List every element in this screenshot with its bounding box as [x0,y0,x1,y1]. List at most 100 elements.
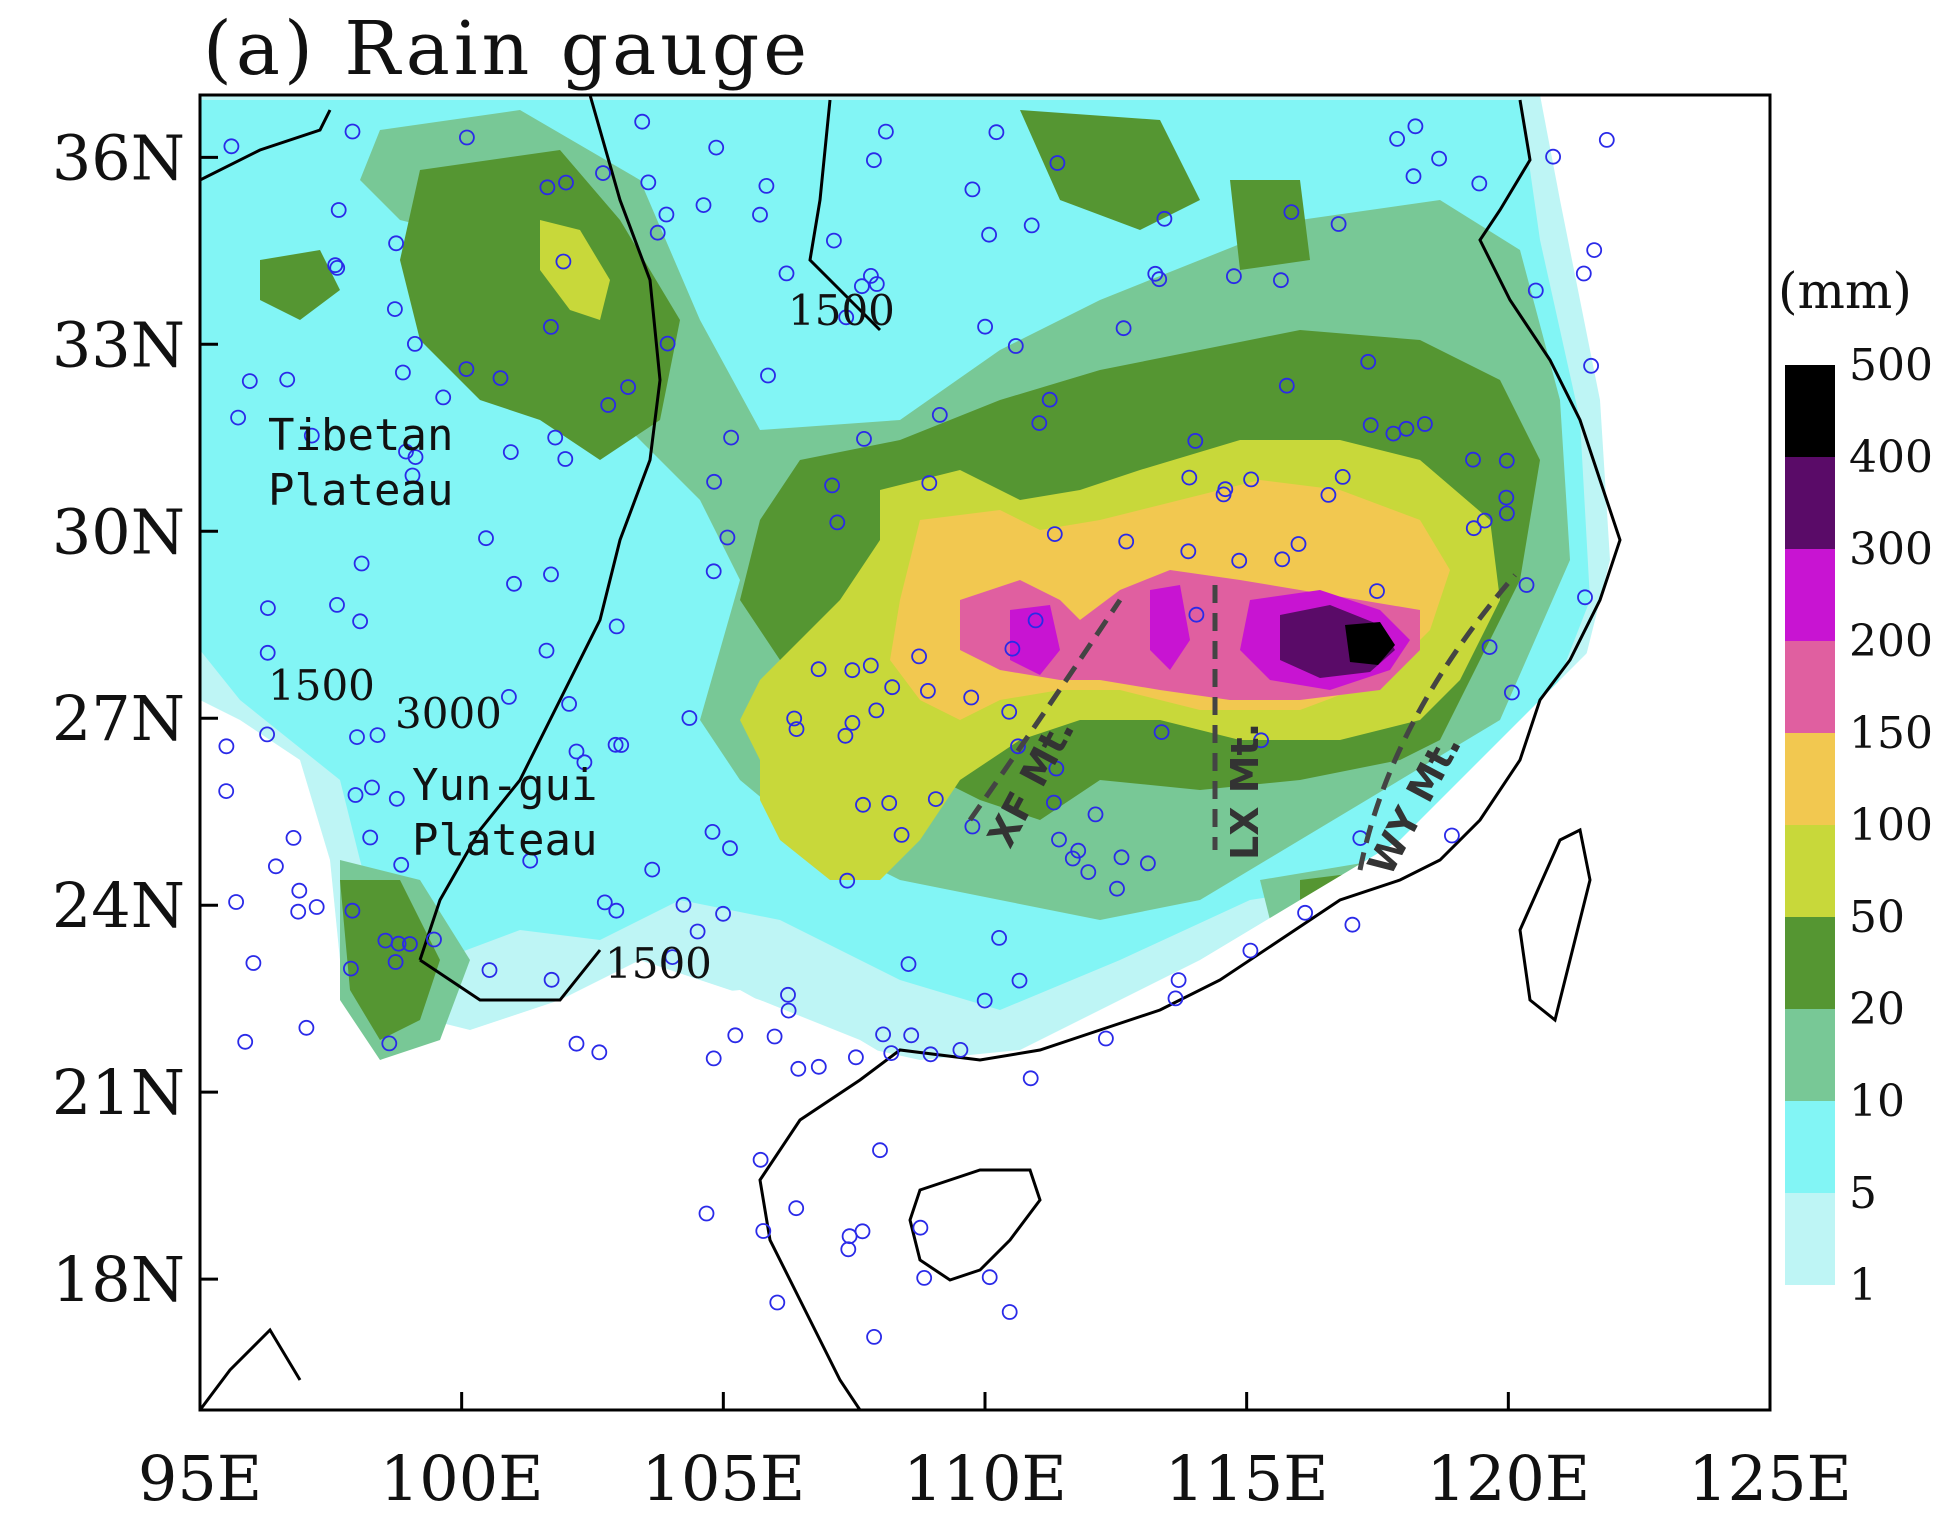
station-marker [557,451,574,467]
colorbar-level-label: 10 [1849,1076,1905,1127]
y-tick-label: 36N [52,121,185,194]
station-marker [543,318,559,335]
station-marker [1278,377,1295,394]
station-marker [1575,265,1592,282]
station-marker [230,409,247,426]
station-marker [722,840,738,857]
x-axis: 95E 100E 105E 110E 115E 120E 125E [138,1392,1852,1515]
y-tick-label: 21N [52,1056,185,1129]
colorbar: 500 400 300 200 150 100 50 20 10 5 1 [1785,340,1933,1311]
colorbar-level-label: 50 [1849,892,1905,943]
station-marker [308,899,325,915]
station-marker [1027,612,1044,629]
station-marker [844,715,861,731]
station-marker [758,177,775,194]
colorbar-level-label: 400 [1849,432,1933,483]
station-marker [1046,794,1062,811]
station-marker [766,1028,783,1045]
station-marker [866,1329,882,1345]
station-marker [1031,415,1048,432]
station-marker [1465,451,1481,468]
station-marker [1389,130,1405,147]
colorbar-swatch [1785,917,1835,1009]
station-marker [829,514,846,531]
station-marker [991,930,1007,946]
station-marker [780,986,796,1003]
station-marker [596,894,613,911]
station-marker [976,992,993,1009]
y-axis: 36N 33N 30N 27N 24N 21N 18N [52,121,218,1316]
station-marker [883,1045,900,1061]
station-marker [1498,489,1515,506]
station-marker [1398,420,1415,437]
station-marker [658,206,675,223]
station-marker [259,644,276,661]
station-marker [218,738,235,755]
station-marker [1471,175,1488,192]
x-tick-label: 125E [1688,1442,1852,1515]
station-marker [342,960,359,977]
station-marker [394,364,411,381]
y-tick-label: 33N [52,308,185,381]
station-marker [330,202,347,218]
station-marker [387,954,404,970]
station-marker [223,138,240,155]
station-marker [1330,216,1347,232]
wy-ridge-line [1357,573,1517,871]
colorbar-swatch [1785,825,1835,917]
x-tick-label: 115E [1165,1442,1329,1515]
station-marker [543,566,559,583]
station-marker [298,1019,315,1036]
station-marker [1598,131,1615,148]
station-marker [644,861,661,878]
station-marker [1087,806,1104,823]
station-marker [911,648,927,665]
station-marker [303,427,320,444]
station-marker [1023,217,1040,234]
station-marker [1274,551,1291,568]
station-marker [237,1033,254,1050]
station-marker [568,743,585,760]
station-marker [458,361,475,378]
station-marker [1504,684,1520,701]
station-marker [1080,864,1097,880]
station-marker [786,710,803,727]
station-marker [1407,118,1424,135]
station-marker [1180,543,1197,560]
station-marker [881,795,898,811]
yungui-label-2: Plateau [412,815,597,866]
hainan-island [908,1168,1042,1282]
station-marker [752,206,768,223]
station-marker [404,467,421,484]
station-marker [492,370,509,387]
station-marker [866,152,882,169]
station-marker [522,852,539,869]
station-marker [1049,155,1066,171]
station-marker [1518,577,1535,593]
colorbar-swatch [1785,365,1835,457]
station-marker [1010,738,1026,755]
station-marker [538,642,555,659]
lx-mt-label: LX Mt. [1223,723,1267,860]
station-marker [329,259,346,276]
station-marker [855,796,871,813]
station-marker [386,301,403,318]
sw-landmass [200,1327,302,1410]
station-marker [347,787,364,803]
station-marker [1369,583,1385,599]
topo-3000 [200,109,332,182]
station-marker [388,235,405,252]
station-marker [613,737,630,753]
y-tick-label: 24N [52,869,185,942]
tibetan-label-2: Plateau [268,465,453,516]
contour-label-3000: 3000 [395,689,502,738]
station-marker [290,903,307,920]
colorbar-level-label: 200 [1849,616,1933,667]
station-marker [406,335,423,352]
colorbar-level-label: 100 [1849,800,1933,851]
x-tick-label: 120E [1427,1442,1591,1515]
station-marker [1001,1304,1018,1320]
station-marker [1481,639,1498,655]
station-marker [664,949,681,965]
station-marker [353,555,370,572]
